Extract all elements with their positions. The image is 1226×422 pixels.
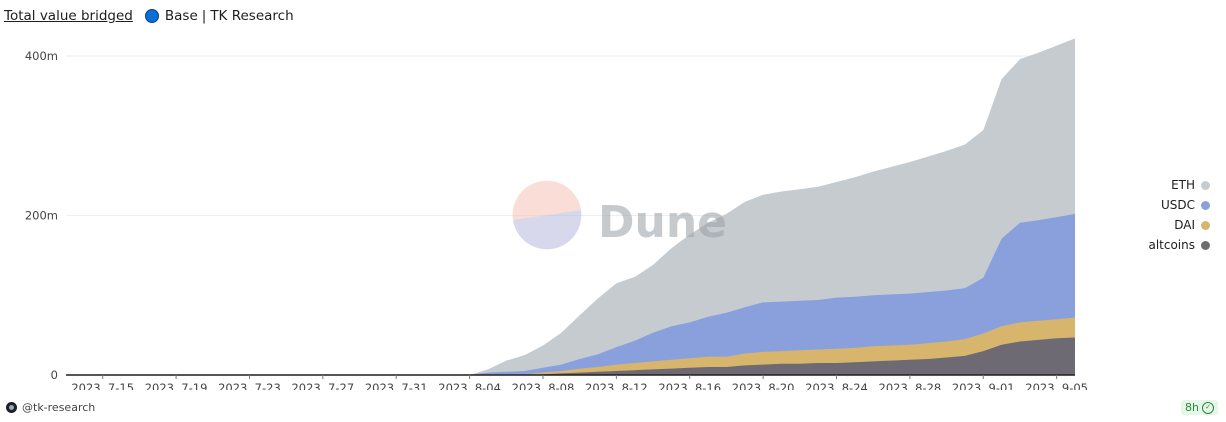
x-tick-label: 2023..8-04 <box>438 381 501 390</box>
refresh-badge[interactable]: 8h ✓ <box>1181 400 1218 415</box>
x-tick-label: 2023..8-16 <box>658 381 721 390</box>
watermark-logo-mid <box>512 180 581 220</box>
y-tick-label: 200m <box>25 208 58 222</box>
y-tick-label: 400m <box>25 49 58 63</box>
x-tick-label: 2023..7-27 <box>291 381 354 390</box>
y-tick-label: 0 <box>51 368 58 382</box>
x-tick-label: 2023..7-15 <box>71 381 134 390</box>
area-eth <box>66 30 1075 375</box>
author-link[interactable]: TK Research <box>210 8 294 24</box>
x-tick-label: 2023..9-01 <box>952 381 1015 390</box>
area-altcoins <box>66 335 1075 375</box>
dune-watermark: Dune <box>512 180 727 250</box>
x-tick-label: 2023..8-08 <box>512 381 575 390</box>
legend-label: altcoins <box>1148 238 1195 252</box>
legend-label: USDC <box>1160 198 1195 212</box>
chart-legend: ETH USDC DAI altcoins <box>1140 175 1210 255</box>
footer-handle: @tk-research <box>22 401 96 414</box>
refresh-age: 8h <box>1185 401 1199 414</box>
separator: | <box>201 8 207 24</box>
x-tick-label: 2023..7-23 <box>218 381 281 390</box>
chart-title-link[interactable]: Total value bridged <box>4 8 133 24</box>
chain-name: Base <box>164 8 198 24</box>
legend-item-altcoins[interactable]: altcoins <box>1140 235 1210 255</box>
legend-swatch <box>1201 220 1210 230</box>
legend-label: ETH <box>1171 178 1195 192</box>
x-tick-label: 2023..9-05 <box>1025 381 1088 390</box>
x-tick-label: 2023..8-20 <box>732 381 795 390</box>
footer-author[interactable]: @tk-research <box>6 401 95 414</box>
stacked-area-chart: 0 200m 400m 2023..7-15 2023..7-19 2023..7-23 2… <box>25 30 1088 390</box>
check-circle-icon: ✓ <box>1202 401 1214 414</box>
x-tick-label: 2023..7-19 <box>145 381 208 390</box>
legend-item-eth[interactable]: ETH <box>1140 175 1210 195</box>
legend-swatch <box>1201 180 1210 190</box>
legend-item-usdc[interactable]: USDC <box>1140 195 1210 215</box>
legend-swatch <box>1201 240 1210 250</box>
x-tick-label: 2023..8-24 <box>805 381 868 390</box>
legend-item-dai[interactable]: DAI <box>1140 215 1210 235</box>
legend-label: DAI <box>1174 218 1195 232</box>
legend-swatch <box>1201 200 1210 210</box>
x-tick-label: 2023..8-12 <box>585 381 648 390</box>
dune-user-icon <box>6 402 17 413</box>
area-dai <box>66 316 1075 375</box>
watermark-text: Dune <box>598 197 727 248</box>
watermark-logo-bottom <box>513 210 582 250</box>
x-tick-label: 2023..7-31 <box>365 381 428 390</box>
chart-header: Total value bridged Base | TK Research <box>4 6 294 26</box>
area-usdc <box>66 209 1075 375</box>
x-tick-label: 2023..8-28 <box>879 381 942 390</box>
base-chain-icon <box>144 9 159 23</box>
